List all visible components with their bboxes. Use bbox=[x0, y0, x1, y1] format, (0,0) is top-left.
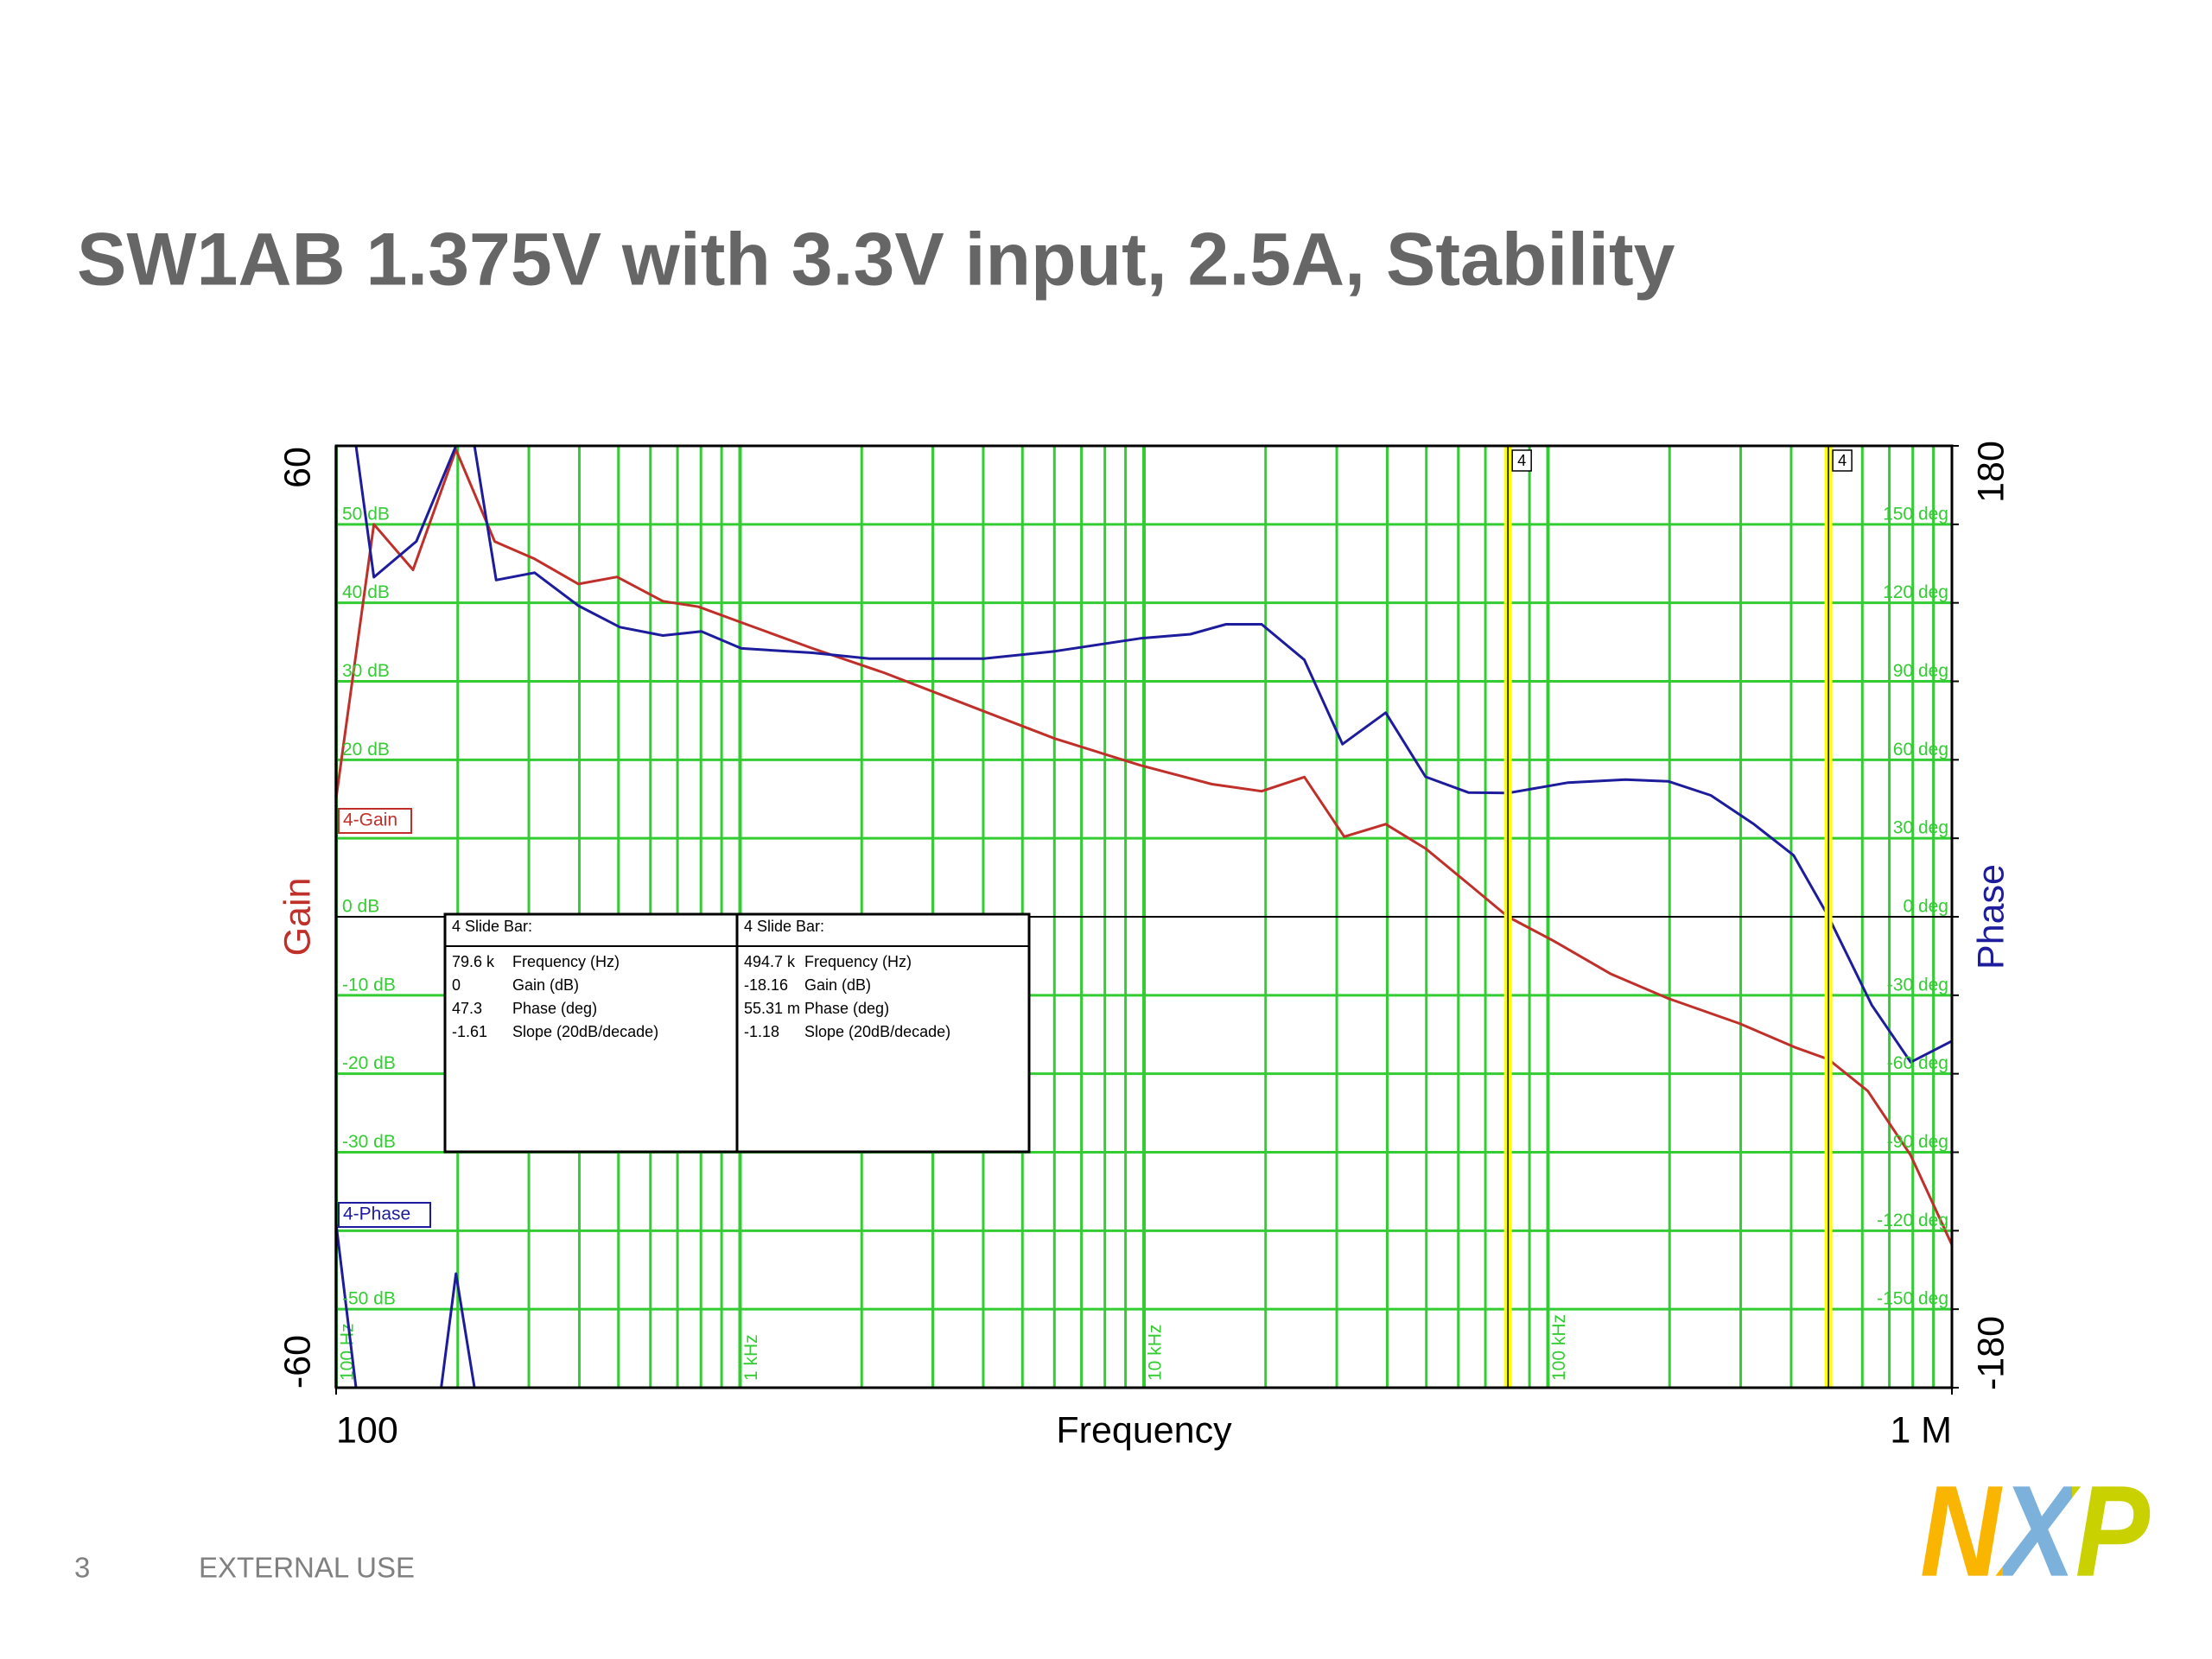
readout-value: 79.6 k bbox=[452, 953, 495, 970]
slide-title: SW1AB 1.375V with 3.3V input, 2.5A, Stab… bbox=[77, 219, 1675, 302]
y2-grid-label: -90 deg bbox=[1887, 1132, 1948, 1152]
decade-label: 10 kHz bbox=[1146, 1325, 1166, 1381]
y2-tick-label: -180 bbox=[1970, 1316, 2012, 1390]
cursor-tag-box bbox=[1511, 449, 1532, 472]
readout-title: 4 Slide Bar: bbox=[744, 918, 824, 935]
y2-grid-label: 90 deg bbox=[1893, 661, 1948, 681]
y2-grid-label: -60 deg bbox=[1887, 1053, 1948, 1073]
curves bbox=[336, 446, 1952, 1388]
readout-box bbox=[443, 912, 739, 1154]
plot-border bbox=[334, 444, 1954, 1389]
y2-grid-label: 0 deg bbox=[1903, 897, 1948, 917]
y-grid-label: 50 dB bbox=[342, 504, 390, 524]
y2-grid-label: 150 deg bbox=[1883, 504, 1948, 524]
readout-value: 494.7 k bbox=[744, 953, 796, 970]
readout-name: Slope (20dB/decade) bbox=[804, 1023, 950, 1040]
readout-name: Slope (20dB/decade) bbox=[512, 1023, 658, 1040]
readout-value: 0 bbox=[452, 976, 461, 994]
readout-name: Frequency (Hz) bbox=[512, 953, 620, 970]
readout-name: Phase (deg) bbox=[512, 1000, 597, 1017]
decade-label: 1 kHz bbox=[741, 1334, 761, 1381]
readout-value: -1.18 bbox=[744, 1023, 779, 1040]
y2-grid-label: -120 deg bbox=[1877, 1211, 1948, 1230]
readout-name: Gain (dB) bbox=[512, 976, 579, 994]
readout-value: 47.3 bbox=[452, 1000, 482, 1017]
y-grid-label: -50 dB bbox=[342, 1289, 396, 1309]
y2-grid-label: 120 deg bbox=[1883, 582, 1948, 602]
y2-grid-label: -150 deg bbox=[1877, 1289, 1948, 1309]
y-grid-label: -10 dB bbox=[342, 975, 396, 995]
cursor-tag-box bbox=[1832, 449, 1853, 472]
readout-name: Frequency (Hz) bbox=[804, 953, 912, 970]
series-line bbox=[336, 446, 1952, 1388]
y2-grid-label: 30 deg bbox=[1893, 818, 1948, 838]
legend-label: 4-Gain bbox=[343, 810, 397, 830]
decade-label: 100 kHz bbox=[1549, 1314, 1569, 1381]
x-tick-label: 100 bbox=[336, 1409, 398, 1451]
cursor-tag: 4 bbox=[1838, 452, 1847, 469]
y2-tick-label: 180 bbox=[1970, 441, 2012, 503]
y-tick-label: 60 bbox=[276, 447, 318, 488]
readout-box bbox=[735, 912, 1031, 1154]
y-grid-label: -20 dB bbox=[342, 1053, 396, 1073]
legend-label: 4-Phase bbox=[343, 1205, 410, 1224]
legend-box bbox=[338, 808, 412, 834]
y-grid-label: 20 dB bbox=[342, 740, 390, 760]
y2-grid-label: 60 deg bbox=[1893, 740, 1948, 760]
y-grid-label: 0 dB bbox=[342, 897, 379, 917]
series-line bbox=[336, 448, 1952, 1246]
y2-axis-label: Phase bbox=[1970, 864, 2012, 969]
y-tick-label: -60 bbox=[276, 1335, 318, 1389]
page-number: 3 bbox=[74, 1552, 90, 1584]
readout-name: Phase (deg) bbox=[804, 1000, 889, 1017]
readout-title: 4 Slide Bar: bbox=[452, 918, 532, 935]
readout-name: Gain (dB) bbox=[804, 976, 871, 994]
legend-box bbox=[338, 1202, 431, 1228]
y-grid-label: 30 dB bbox=[342, 661, 390, 681]
cursor-tag: 4 bbox=[1517, 452, 1526, 469]
y-grid-label: -30 dB bbox=[342, 1132, 396, 1152]
x-tick-label: 1 M bbox=[1890, 1409, 1952, 1451]
overlay: -60 -50 dB -30 dB -20 dB -10 dB 0 dB 20 dB 30 d… bbox=[276, 441, 2012, 1451]
readout-value: 55.31 m bbox=[744, 1000, 800, 1017]
y-axis-label: Gain bbox=[276, 878, 318, 957]
readout-value: -18.16 bbox=[744, 976, 788, 994]
logo: NXP bbox=[1920, 1459, 2151, 1604]
classification: EXTERNAL USE bbox=[199, 1552, 415, 1584]
readout-value: -1.61 bbox=[452, 1023, 487, 1040]
x-axis-label: Frequency bbox=[1056, 1409, 1232, 1451]
y-grid-label: 40 dB bbox=[342, 582, 390, 602]
y2-grid-label: -30 deg bbox=[1887, 975, 1948, 995]
